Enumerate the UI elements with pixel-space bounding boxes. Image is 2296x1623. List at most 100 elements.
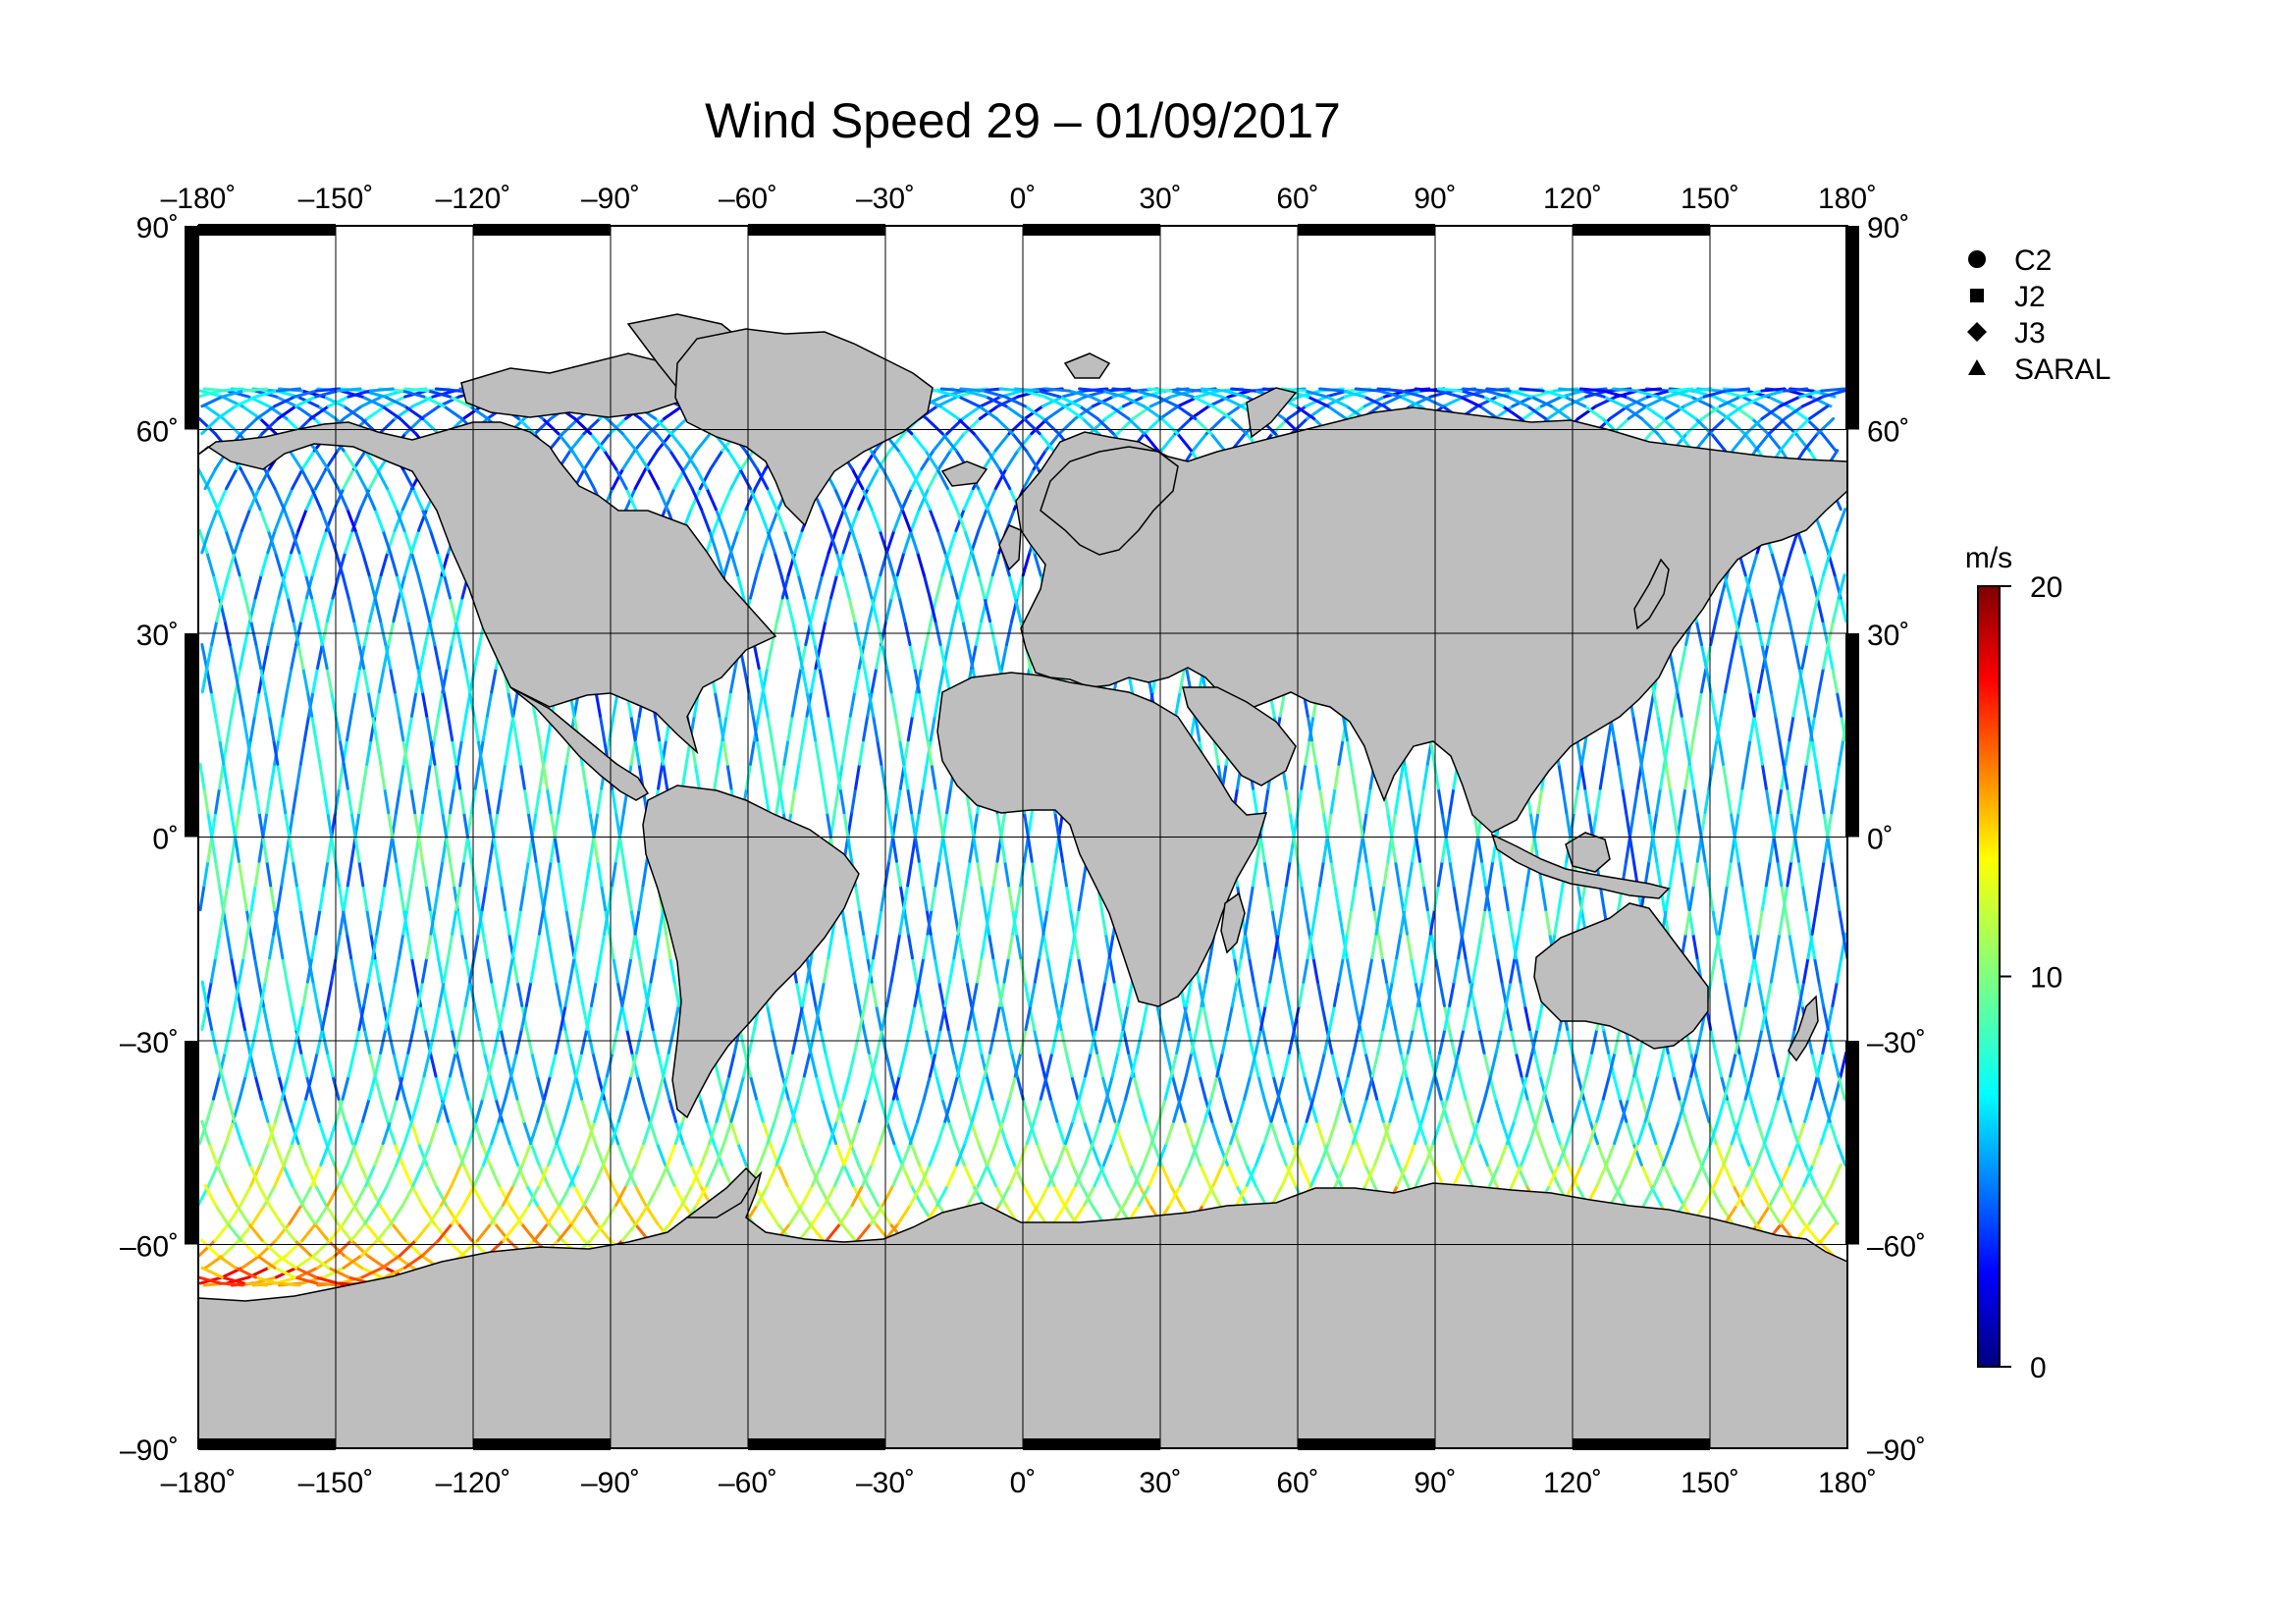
track-segment bbox=[213, 1221, 231, 1242]
track-segment bbox=[610, 1119, 620, 1146]
track-segment bbox=[442, 573, 452, 600]
track-segment bbox=[261, 836, 269, 863]
track-segment bbox=[574, 1051, 584, 1078]
track-segment bbox=[228, 642, 237, 671]
track-segment bbox=[906, 714, 915, 742]
track-segment bbox=[673, 1119, 685, 1146]
track-segment bbox=[393, 956, 401, 984]
track-segment bbox=[535, 1203, 551, 1225]
track-segment bbox=[766, 487, 778, 512]
track-segment bbox=[346, 1142, 357, 1166]
track-segment bbox=[577, 1142, 589, 1166]
track-segment bbox=[320, 1003, 329, 1032]
track-segment bbox=[834, 1142, 846, 1166]
track-segment bbox=[533, 416, 553, 436]
track-segment bbox=[608, 932, 615, 960]
track-segment bbox=[496, 786, 504, 815]
track-segment bbox=[705, 1119, 716, 1146]
track-segment bbox=[310, 1097, 321, 1123]
track-segment bbox=[389, 1097, 399, 1123]
track-segment bbox=[291, 528, 301, 555]
track-segment bbox=[840, 738, 848, 766]
track-segment bbox=[280, 786, 288, 815]
track-segment bbox=[286, 1051, 295, 1078]
track-segment bbox=[728, 1119, 740, 1146]
track-segment bbox=[573, 416, 593, 436]
track-segment bbox=[608, 416, 627, 436]
track-segment bbox=[853, 667, 861, 694]
track-segment bbox=[241, 1281, 269, 1287]
track-segment bbox=[347, 596, 356, 623]
track-segment bbox=[736, 573, 746, 600]
track-segment bbox=[1803, 551, 1813, 577]
track-segment bbox=[867, 956, 876, 984]
track-segment bbox=[314, 449, 330, 471]
track-segment bbox=[379, 1097, 390, 1123]
track-segment bbox=[202, 859, 210, 888]
track-segment bbox=[522, 1119, 533, 1146]
track-segment bbox=[462, 1183, 476, 1207]
track-segment bbox=[409, 551, 420, 577]
track-segment bbox=[504, 1051, 513, 1078]
track-segment bbox=[288, 449, 303, 471]
track-segment bbox=[537, 1163, 551, 1187]
track-segment bbox=[239, 1003, 246, 1032]
track-segment bbox=[621, 449, 637, 471]
track-segment bbox=[462, 811, 469, 839]
track-segment bbox=[644, 980, 653, 1007]
track-segment bbox=[1727, 416, 1746, 436]
track-segment bbox=[680, 467, 694, 491]
track-segment bbox=[373, 956, 381, 984]
track-segment bbox=[463, 980, 472, 1007]
track-segment bbox=[773, 551, 783, 577]
track-segment bbox=[375, 467, 389, 491]
track-segment bbox=[420, 508, 432, 532]
track-segment bbox=[261, 1003, 270, 1032]
track-segment bbox=[596, 859, 604, 888]
track-segment bbox=[341, 573, 350, 600]
track-segment bbox=[240, 405, 262, 420]
track-segment bbox=[1376, 387, 1403, 393]
track-segment bbox=[373, 1051, 383, 1078]
track-segment bbox=[537, 908, 545, 936]
track-segment bbox=[254, 1003, 263, 1032]
track-segment bbox=[400, 1163, 414, 1187]
track-segment bbox=[298, 908, 306, 936]
track-segment bbox=[249, 884, 257, 912]
track-segment bbox=[624, 487, 637, 512]
track-segment bbox=[360, 1266, 384, 1279]
track-segment bbox=[828, 1203, 843, 1225]
track-segment bbox=[511, 690, 519, 718]
track-segment bbox=[282, 508, 294, 532]
track-segment bbox=[500, 762, 507, 790]
track-segment bbox=[520, 1142, 533, 1166]
track-segment bbox=[366, 690, 375, 718]
track-segment bbox=[449, 859, 455, 888]
track-segment bbox=[839, 1221, 857, 1242]
track-segment bbox=[525, 1183, 539, 1207]
track-segment bbox=[666, 1142, 677, 1166]
track-segment bbox=[842, 1163, 855, 1187]
track-segment bbox=[339, 1275, 364, 1285]
track-segment bbox=[373, 1074, 383, 1101]
track-segment bbox=[722, 1119, 733, 1146]
track-segment bbox=[394, 786, 401, 815]
track-segment bbox=[979, 395, 1002, 408]
track-segment bbox=[420, 859, 428, 888]
track-segment bbox=[797, 738, 805, 766]
track-segment bbox=[285, 1238, 304, 1258]
track-segment bbox=[862, 932, 870, 960]
track-segment bbox=[873, 1074, 882, 1101]
track-segment bbox=[428, 528, 440, 555]
track-segment bbox=[367, 1074, 377, 1101]
track-segment bbox=[828, 573, 839, 600]
track-segment bbox=[405, 884, 413, 912]
track-segment bbox=[714, 508, 726, 532]
track-segment bbox=[405, 932, 414, 960]
track-segment bbox=[870, 980, 879, 1007]
track-segment bbox=[504, 908, 511, 936]
track-segment bbox=[955, 389, 981, 399]
track-segment bbox=[442, 1074, 452, 1101]
track-segment bbox=[472, 932, 480, 960]
track-segment bbox=[405, 714, 414, 742]
